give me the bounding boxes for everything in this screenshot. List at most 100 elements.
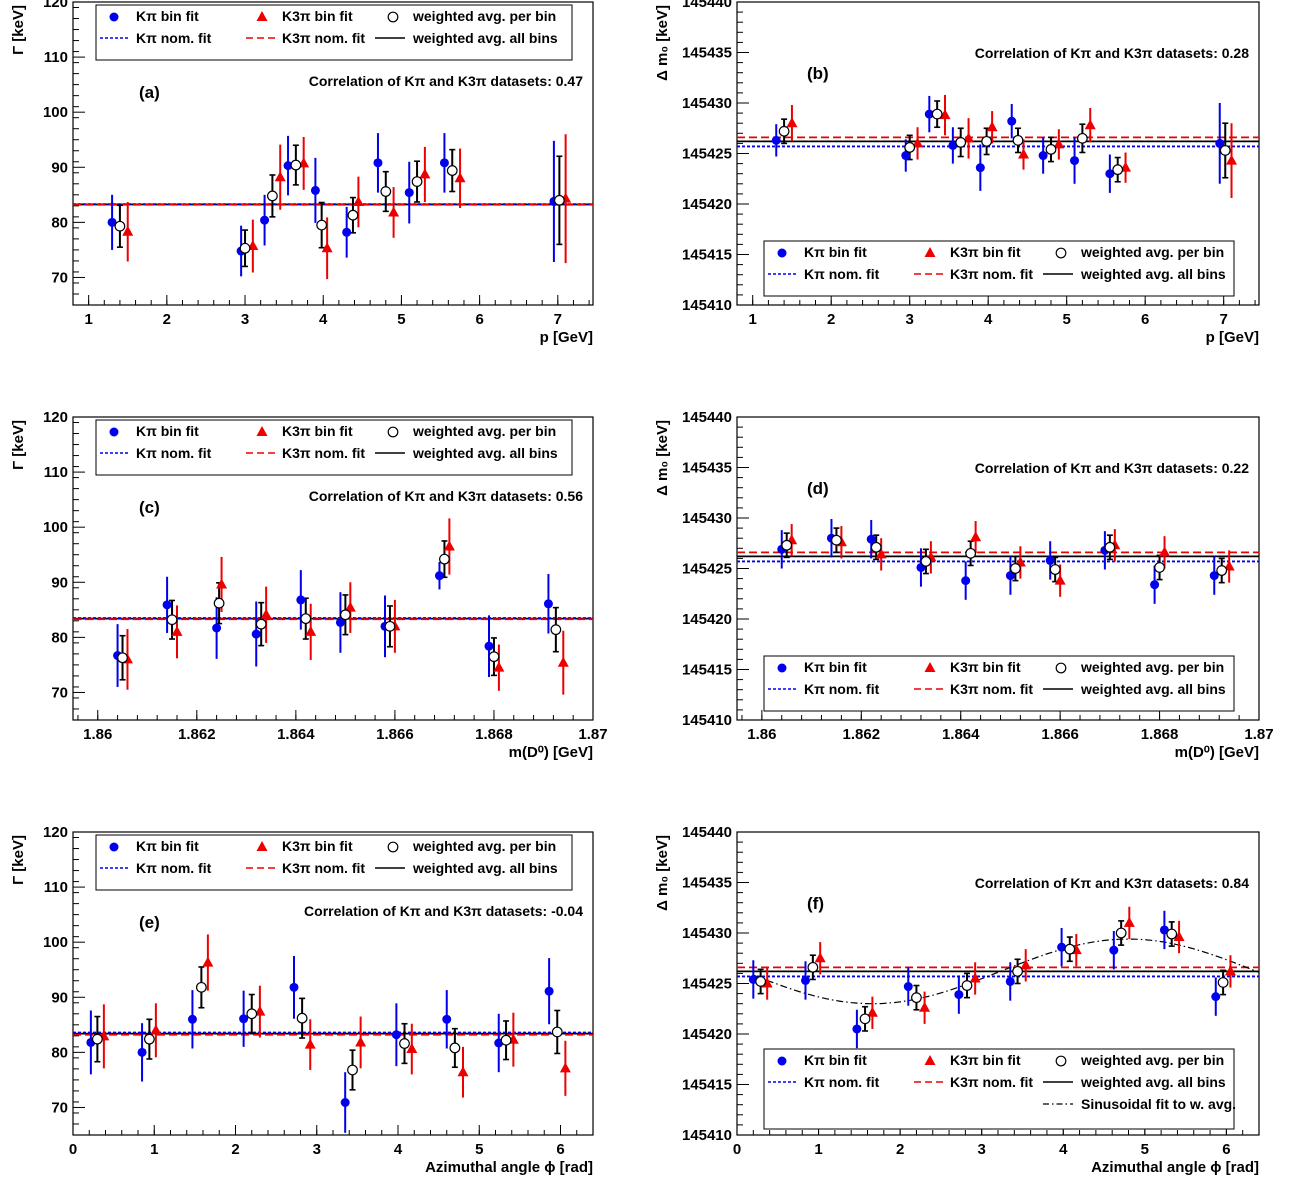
- correlation-label: Correlation of Kπ and K3π datasets: -0.0…: [304, 903, 583, 919]
- k3pi-point: [304, 1038, 316, 1049]
- legend-avg-marker: [1055, 1055, 1067, 1067]
- avg-point: [488, 651, 500, 663]
- avg-point: [553, 194, 565, 206]
- avg-point: [316, 219, 328, 231]
- x-tick-label: 1.86: [747, 726, 776, 743]
- k3pi-point: [305, 625, 317, 636]
- x-tick-label: 5: [1141, 1141, 1149, 1158]
- avg-point: [439, 553, 450, 565]
- k3pi-point: [970, 531, 982, 542]
- avg-point: [961, 980, 973, 991]
- avg-point: [778, 125, 790, 137]
- kpi-point: [340, 1097, 350, 1107]
- avg-point: [213, 597, 225, 609]
- y-tick-label: 110: [44, 879, 68, 896]
- y-tick-label: 145435: [682, 45, 732, 62]
- avg-point: [411, 176, 423, 187]
- legend-kpi-label: Kπ bin fit: [136, 8, 199, 24]
- x-tick-label: 4: [984, 311, 993, 328]
- legend-avg-marker: [1055, 247, 1067, 259]
- k3pi-point: [786, 117, 798, 128]
- legend: Kπ bin fit K3π bin fit weighted avg. per b…: [763, 655, 1235, 712]
- y-tick-label: 145410: [682, 297, 732, 314]
- legend-avg-label: weighted avg. per bin: [412, 423, 556, 439]
- kpi-point: [342, 227, 352, 237]
- legend-avg-all-label: weighted avg. all bins: [1080, 1074, 1226, 1090]
- chart-panel-a: 1 2 3 4 5 6 7 70 80 90 100 110 120 p [GeV] Γ [keV] Kπ b…: [10, 0, 594, 346]
- x-tick-label: 1.868: [1141, 726, 1179, 743]
- avg-point: [965, 547, 977, 559]
- avg-point: [931, 108, 943, 120]
- x-tick-label: 1: [749, 311, 757, 328]
- y-axis-label: Δ m₀ [keV]: [654, 420, 671, 496]
- legend-k3pi-marker: [924, 1055, 936, 1065]
- kpi-point: [212, 623, 222, 633]
- y-tick-label: 145435: [682, 460, 732, 477]
- x-axis-label: Azimuthal angle ϕ [rad]: [1091, 1159, 1259, 1176]
- kpi-point: [1005, 571, 1015, 581]
- legend-avg-all-label: weighted avg. all bins: [412, 30, 558, 46]
- panel-label: (c): [139, 498, 160, 517]
- k3pi-point: [355, 1036, 367, 1047]
- k3pi-point: [254, 1005, 266, 1016]
- k3pi-point: [388, 206, 400, 217]
- avg-point: [1012, 965, 1023, 977]
- legend-box: [763, 1048, 1235, 1130]
- avg-point: [166, 614, 178, 626]
- legend-avg-marker: [387, 11, 399, 23]
- legend-box: [95, 419, 573, 476]
- chart-panel-e: 0 1 2 3 4 5 6 70 80 90 100 110 120 Azimuthal angle ϕ …: [10, 824, 594, 1176]
- y-axis-label: Δ m₀ [keV]: [654, 835, 671, 911]
- kpi-point: [391, 1030, 401, 1040]
- legend-avg-marker: [387, 841, 399, 853]
- panel-label: (a): [139, 83, 160, 102]
- avg-point: [143, 1033, 155, 1045]
- legend-avg-marker: [1055, 662, 1067, 674]
- legend-avg-all-label: weighted avg. all bins: [412, 860, 558, 876]
- k3pi-point: [321, 242, 333, 253]
- kpi-point: [373, 158, 383, 168]
- kpi-point: [801, 975, 811, 985]
- avg-point: [1049, 564, 1061, 575]
- y-tick-label: 110: [44, 464, 68, 481]
- y-axis-label: Γ [keV]: [10, 420, 27, 470]
- k3pi-point: [1224, 965, 1236, 976]
- y-tick-label: 145420: [682, 611, 732, 628]
- x-tick-label: 4: [319, 311, 328, 328]
- legend-avg-all-label: weighted avg. all bins: [1080, 266, 1226, 282]
- k3pi-point: [171, 625, 183, 636]
- y-tick-label: 80: [51, 1044, 68, 1061]
- k3pi-point: [1054, 574, 1066, 585]
- legend-k3pi-nom-label: K3π nom. fit: [282, 445, 365, 461]
- avg-point: [755, 976, 767, 987]
- y-tick-label: 145430: [682, 925, 732, 942]
- legend-box: [763, 240, 1235, 297]
- kpi-point: [1209, 571, 1219, 581]
- kpi-point: [954, 990, 964, 1000]
- y-axis-label: Γ [keV]: [10, 835, 27, 885]
- kpi-point: [260, 215, 270, 225]
- y-tick-label: 145430: [682, 510, 732, 527]
- kpi-point: [434, 571, 444, 581]
- legend: Kπ bin fit K3π bin fit weighted avg. per b…: [95, 834, 573, 891]
- k3pi-point: [122, 225, 134, 236]
- avg-point: [1216, 565, 1228, 576]
- legend-kpi-nom-label: Kπ nom. fit: [136, 445, 212, 461]
- legend-k3pi-marker: [924, 247, 936, 257]
- avg-point: [446, 165, 458, 176]
- kpi-point: [903, 982, 913, 992]
- legend-k3pi-marker: [256, 841, 268, 851]
- y-tick-label: 145415: [682, 1077, 732, 1094]
- x-tick-label: 1: [84, 311, 92, 328]
- y-tick-label: 100: [43, 934, 68, 951]
- k3pi-point: [1018, 148, 1030, 159]
- kpi-point: [1215, 138, 1225, 148]
- legend-k3pi-label: K3π bin fit: [282, 8, 353, 24]
- y-tick-label: 145425: [682, 146, 732, 163]
- x-tick-label: 1.86: [83, 726, 112, 743]
- kpi-point: [771, 135, 781, 145]
- panel-label: (d): [807, 479, 829, 498]
- x-tick-label: 1.866: [376, 726, 414, 743]
- y-tick-label: 90: [51, 574, 68, 591]
- legend-k3pi-label: K3π bin fit: [950, 1052, 1021, 1068]
